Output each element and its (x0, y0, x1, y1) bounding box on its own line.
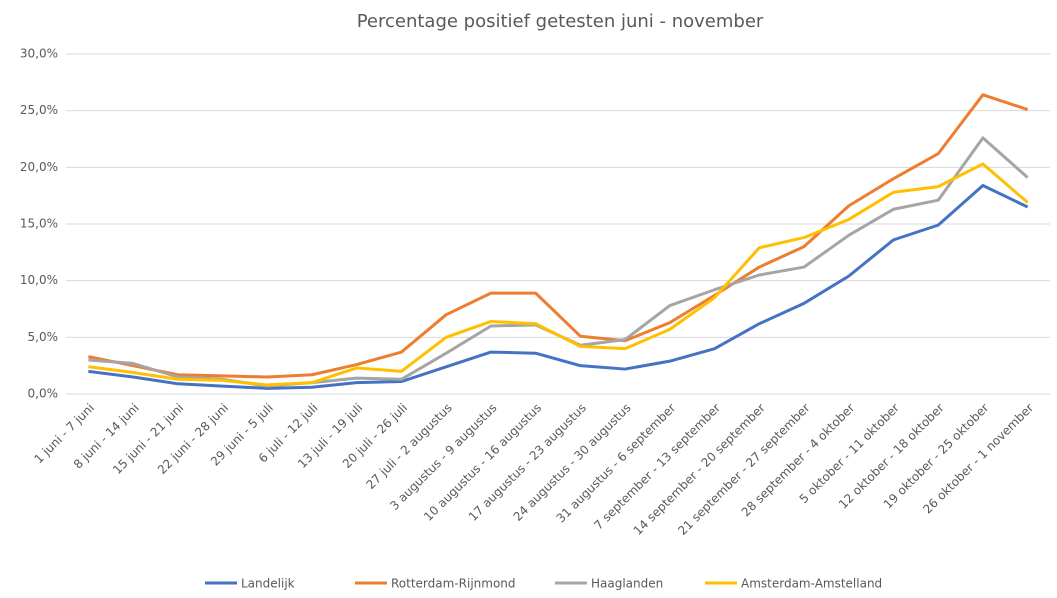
y-tick-label: 5,0% (28, 330, 59, 344)
legend-label: Rotterdam-Rijnmond (391, 577, 516, 591)
y-tick-label: 10,0% (20, 273, 58, 287)
y-tick-label: 30,0% (20, 47, 58, 61)
legend-label: Landelijk (241, 577, 295, 591)
x-tick-label: 27 juli - 2 augustus (363, 401, 454, 492)
y-tick-label: 25,0% (20, 103, 58, 117)
legend-label: Haaglanden (591, 577, 663, 591)
line-series (88, 93, 1029, 379)
line-series (88, 136, 1029, 388)
line-series (88, 162, 1029, 387)
y-tick-label: 0,0% (28, 387, 59, 401)
line-series (88, 183, 1029, 390)
y-tick-label: 20,0% (20, 160, 58, 174)
legend-label: Amsterdam-Amstelland (741, 577, 882, 591)
chart-title: Percentage positief getesten juni - nove… (357, 11, 764, 32)
y-tick-label: 15,0% (20, 217, 58, 231)
